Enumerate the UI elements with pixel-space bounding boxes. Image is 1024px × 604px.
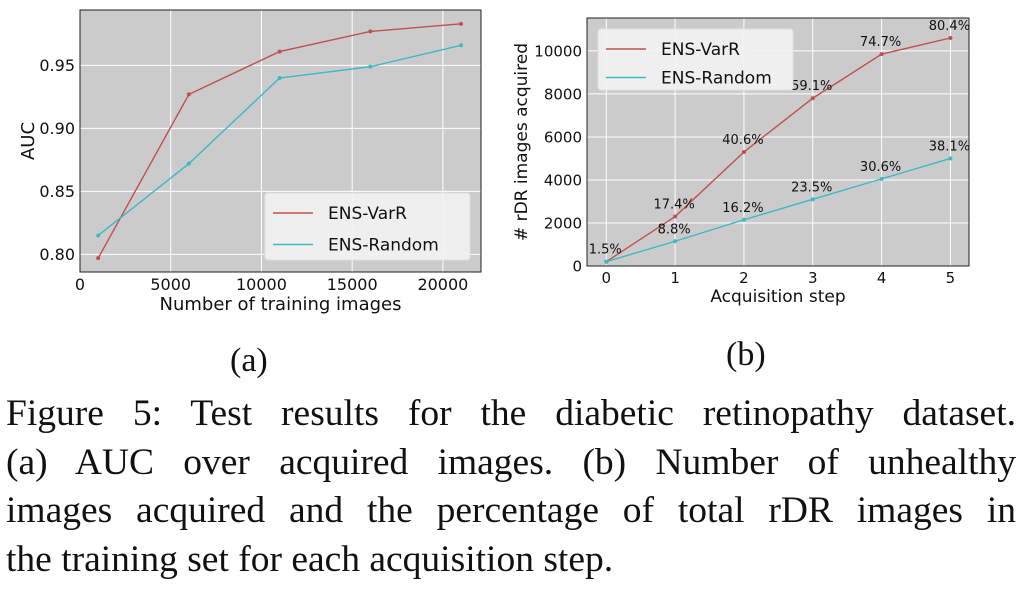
x-tick-label: 5 (946, 269, 956, 287)
y-tick-label: 6000 (544, 128, 582, 146)
data-point (879, 52, 884, 57)
caption-line: (a) AUC over acquired images. (b) Number… (6, 441, 1016, 483)
data-point (186, 161, 191, 166)
y-tick-label: 0.95 (39, 56, 75, 75)
y-tick-label: 0.80 (39, 245, 75, 264)
y-axis-label: AUC (18, 122, 39, 160)
caption-line: images acquired and the percentage of to… (6, 490, 1016, 531)
x-tick-label: 20000 (417, 275, 468, 294)
y-tick-label: 0.85 (39, 182, 75, 201)
data-label: 38.1% (929, 139, 970, 154)
data-point (741, 217, 746, 222)
figure-charts: 0 5000 10000 15000 200000.800.850.900.95Numb… (18, 9, 970, 315)
panel-label-a: (a) (230, 342, 268, 379)
data-label: 23.5% (791, 180, 832, 195)
data-point (948, 156, 953, 161)
y-axis-label: # rDR images acquired (512, 43, 532, 241)
data-point (879, 176, 884, 181)
y-tick-label: 2000 (544, 214, 582, 232)
data-point (368, 64, 373, 69)
data-point (186, 92, 191, 97)
series-line-ens-random (606, 157, 951, 263)
caption-line: the training set for each acquisition st… (6, 538, 614, 580)
data-point (96, 256, 101, 261)
data-point (673, 239, 678, 244)
data-label: 17.4% (653, 198, 694, 213)
legend-box (597, 28, 794, 91)
data-label: 74.7% (860, 35, 901, 50)
legend-label: ENS-Random (328, 236, 439, 256)
legend-box (264, 192, 471, 261)
figure-caption: Figure 5: Test results for the diabetic … (6, 390, 1016, 584)
data-label: 59.1% (791, 79, 832, 94)
x-tick-label: 3 (808, 269, 818, 287)
legend-label: ENS-VarR (328, 204, 407, 224)
data-label: 8.8% (658, 222, 691, 237)
x-tick-label: 2 (739, 269, 749, 287)
data-point (673, 214, 678, 219)
x-tick-label: 1 (670, 269, 680, 287)
data-point (604, 259, 609, 264)
data-point (810, 96, 815, 101)
data-label: 1.5% (589, 243, 622, 258)
x-tick-label: 15000 (327, 275, 378, 294)
panel-label-b: (b) (726, 336, 766, 373)
data-point (459, 21, 464, 26)
x-tick-label: 4 (877, 269, 887, 287)
y-tick-label: 0 (572, 257, 582, 275)
x-axis-label: Number of training images (160, 294, 402, 315)
data-point (368, 29, 373, 34)
legend-label: ENS-VarR (661, 40, 740, 60)
series-line-ens-varr (605, 37, 951, 263)
data-point (277, 76, 282, 81)
plot-frame (586, 17, 970, 267)
x-tick-label: 10000 (236, 275, 287, 294)
x-axis-label: Acquisition step (710, 287, 845, 307)
data-point (459, 43, 464, 48)
legend-label: ENS-Random (661, 69, 772, 89)
data-label: 30.6% (860, 160, 901, 175)
data-point (96, 233, 101, 238)
y-tick-label: 0.90 (39, 119, 75, 138)
plot-frame (79, 9, 482, 273)
data-label: 40.6% (722, 133, 763, 148)
y-tick-label: 10000 (534, 42, 582, 60)
y-tick-label: 8000 (544, 85, 582, 103)
data-point (277, 49, 282, 54)
x-tick-label: 5000 (150, 275, 191, 294)
data-point (948, 36, 953, 41)
data-label: 80.4% (929, 19, 970, 34)
x-tick-label: 0 (601, 269, 611, 287)
y-tick-label: 4000 (544, 171, 582, 189)
data-point (741, 150, 746, 155)
data-label: 16.2% (722, 201, 763, 216)
data-point (810, 197, 815, 202)
x-tick-label: 0 (75, 275, 85, 294)
caption-line: Figure 5: Test results for the diabetic … (6, 393, 1016, 434)
